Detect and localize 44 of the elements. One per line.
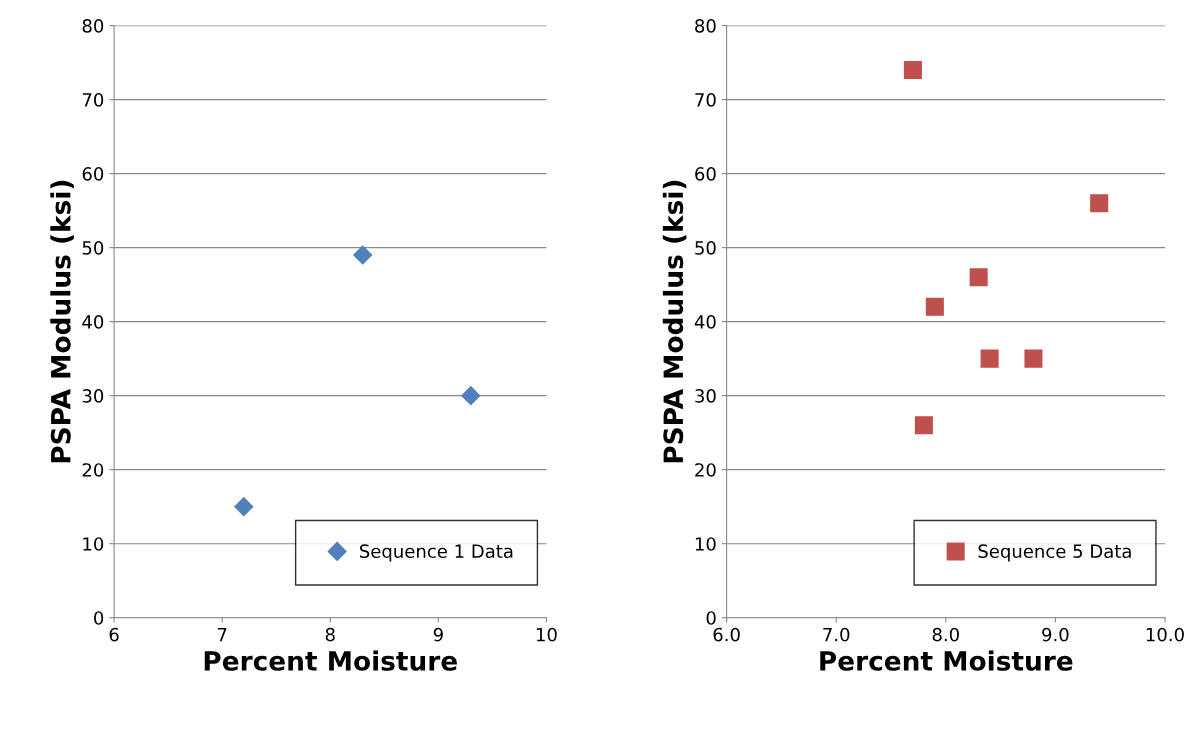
point (1024, 349, 1043, 368)
x-tick-label: 6.0 (713, 627, 740, 642)
y-tick-label: 10 (83, 537, 104, 551)
x-tick-label: 7.0 (823, 627, 850, 642)
y-tick-label: 40 (82, 315, 104, 329)
point (969, 268, 988, 287)
x-tick-label: 10.0 (1146, 627, 1184, 642)
y-tick-label: 0 (94, 611, 104, 625)
y-tick-label: 20 (82, 463, 104, 477)
y-tick-label: 20 (695, 463, 716, 477)
point (353, 245, 373, 265)
y-axis-title: PSPA Modulus (ksi) (662, 180, 687, 463)
x-axis-title: Percent Moisture (204, 650, 457, 671)
y-tick-label: 60 (82, 167, 104, 181)
point (980, 349, 999, 368)
x-tick-label: 6 (109, 627, 119, 642)
y-tick-label: 30 (82, 389, 104, 403)
point (925, 297, 944, 316)
y-tick-label: 40 (694, 315, 716, 329)
y-tick-label: 70 (695, 93, 716, 107)
y-axis-title: PSPA Modulus (ksi) (50, 180, 74, 463)
legend-label: Sequence 1 Data (360, 544, 513, 562)
point (461, 386, 481, 406)
y-tick-label: 50 (82, 241, 104, 255)
y-tick-label: 0 (706, 611, 716, 625)
legend-label: Sequence 5 Data (978, 544, 1131, 562)
x-tick-label: 9.0 (1042, 627, 1069, 642)
point (1090, 194, 1109, 213)
x-tick-label: 9 (433, 627, 443, 642)
x-tick-label: 10 (536, 627, 557, 642)
y-tick-label: 30 (695, 389, 716, 403)
y-tick-label: 80 (82, 19, 104, 33)
y-tick-label: 10 (695, 537, 716, 551)
y-tick-label: 60 (695, 167, 716, 181)
point (914, 416, 933, 435)
y-tick-label: 50 (695, 241, 716, 255)
x-tick-label: 7 (217, 627, 227, 642)
y-tick-label: 80 (695, 19, 716, 33)
point (903, 60, 922, 80)
y-tick-label: 70 (82, 93, 104, 107)
point (234, 497, 254, 517)
x-axis-title: Percent Moisture (820, 650, 1073, 671)
x-tick-label: 8.0 (932, 627, 959, 642)
x-tick-label: 8 (325, 627, 335, 642)
